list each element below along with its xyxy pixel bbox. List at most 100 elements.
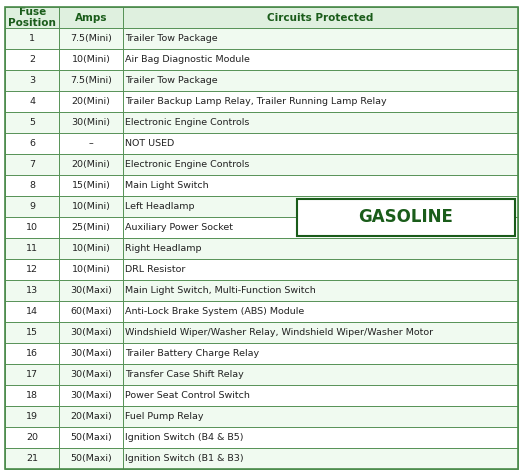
Text: Trailer Tow Package: Trailer Tow Package xyxy=(125,34,218,43)
Text: 20(Maxi): 20(Maxi) xyxy=(70,412,112,421)
Bar xyxy=(123,259,518,280)
Bar xyxy=(123,343,518,364)
Bar xyxy=(123,91,518,112)
Text: Main Light Switch: Main Light Switch xyxy=(125,181,209,190)
Bar xyxy=(123,49,518,70)
Text: 12: 12 xyxy=(26,265,38,274)
Bar xyxy=(123,196,518,217)
Text: 50(Maxi): 50(Maxi) xyxy=(70,454,112,463)
Bar xyxy=(123,364,518,385)
Bar xyxy=(123,175,518,196)
Bar xyxy=(123,406,518,427)
Bar xyxy=(5,280,59,301)
Text: 15(Mini): 15(Mini) xyxy=(72,181,110,190)
Bar xyxy=(5,91,59,112)
Bar xyxy=(5,112,59,133)
Bar xyxy=(59,91,123,112)
Bar xyxy=(123,301,518,322)
Bar xyxy=(59,238,123,259)
Text: 2: 2 xyxy=(29,55,35,64)
Text: 10: 10 xyxy=(26,223,38,232)
Text: 7: 7 xyxy=(29,160,35,169)
Text: 30(Maxi): 30(Maxi) xyxy=(70,349,112,358)
Text: Trailer Backup Lamp Relay, Trailer Running Lamp Relay: Trailer Backup Lamp Relay, Trailer Runni… xyxy=(125,97,387,106)
Text: Main Light Switch, Multi-Function Switch: Main Light Switch, Multi-Function Switch xyxy=(125,286,316,295)
Text: NOT USED: NOT USED xyxy=(125,139,175,148)
Bar xyxy=(5,238,59,259)
Bar xyxy=(59,28,123,49)
Text: 20(Mini): 20(Mini) xyxy=(72,97,110,106)
Text: Right Headlamp: Right Headlamp xyxy=(125,244,202,253)
Bar xyxy=(5,427,59,448)
Bar xyxy=(59,364,123,385)
Bar xyxy=(59,133,123,154)
Bar xyxy=(5,301,59,322)
Text: 8: 8 xyxy=(29,181,35,190)
Bar xyxy=(5,28,59,49)
Bar xyxy=(123,280,518,301)
Bar xyxy=(123,7,518,28)
Text: 10(Mini): 10(Mini) xyxy=(72,265,110,274)
Bar xyxy=(123,448,518,469)
Bar xyxy=(5,343,59,364)
Text: Circuits Protected: Circuits Protected xyxy=(267,13,373,23)
Text: 6: 6 xyxy=(29,139,35,148)
Text: 30(Mini): 30(Mini) xyxy=(72,118,110,127)
Bar xyxy=(5,448,59,469)
Text: 7.5(Mini): 7.5(Mini) xyxy=(70,76,112,85)
Text: 14: 14 xyxy=(26,307,38,316)
Text: 10(Mini): 10(Mini) xyxy=(72,244,110,253)
Bar xyxy=(5,385,59,406)
Text: 13: 13 xyxy=(26,286,38,295)
Text: 16: 16 xyxy=(26,349,38,358)
Bar xyxy=(5,154,59,175)
Bar xyxy=(123,154,518,175)
Bar xyxy=(5,322,59,343)
Bar xyxy=(5,133,59,154)
Text: 25(Mini): 25(Mini) xyxy=(72,223,110,232)
Bar xyxy=(59,301,123,322)
Bar xyxy=(5,259,59,280)
Text: DRL Resistor: DRL Resistor xyxy=(125,265,186,274)
Text: 19: 19 xyxy=(26,412,38,421)
Bar xyxy=(59,175,123,196)
Text: 10(Mini): 10(Mini) xyxy=(72,202,110,211)
Bar xyxy=(59,322,123,343)
Bar xyxy=(59,280,123,301)
Bar xyxy=(59,217,123,238)
Text: Ignition Switch (B4 & B5): Ignition Switch (B4 & B5) xyxy=(125,433,244,442)
Bar xyxy=(123,385,518,406)
Text: Trailer Battery Charge Relay: Trailer Battery Charge Relay xyxy=(125,349,259,358)
Bar xyxy=(59,427,123,448)
Text: Fuel Pump Relay: Fuel Pump Relay xyxy=(125,412,203,421)
Bar xyxy=(5,406,59,427)
Bar xyxy=(59,385,123,406)
Text: 17: 17 xyxy=(26,370,38,379)
Text: 11: 11 xyxy=(26,244,38,253)
Bar xyxy=(123,112,518,133)
Text: 5: 5 xyxy=(29,118,35,127)
Text: Amps: Amps xyxy=(75,13,107,23)
Text: Fuse
Position: Fuse Position xyxy=(8,7,56,28)
Bar xyxy=(59,154,123,175)
Bar xyxy=(5,7,59,28)
Bar xyxy=(59,406,123,427)
Text: 1: 1 xyxy=(29,34,35,43)
Text: 4: 4 xyxy=(29,97,35,106)
Bar xyxy=(5,49,59,70)
Text: 9: 9 xyxy=(29,202,35,211)
Text: 30(Maxi): 30(Maxi) xyxy=(70,328,112,337)
Text: Electronic Engine Controls: Electronic Engine Controls xyxy=(125,160,249,169)
Text: Electronic Engine Controls: Electronic Engine Controls xyxy=(125,118,249,127)
Bar xyxy=(59,7,123,28)
Text: 10(Mini): 10(Mini) xyxy=(72,55,110,64)
Text: 18: 18 xyxy=(26,391,38,400)
Bar xyxy=(5,364,59,385)
Text: –: – xyxy=(89,139,94,148)
Text: Auxiliary Power Socket: Auxiliary Power Socket xyxy=(125,223,233,232)
Bar xyxy=(123,133,518,154)
Bar xyxy=(5,175,59,196)
Bar xyxy=(123,28,518,49)
Text: 15: 15 xyxy=(26,328,38,337)
Text: 30(Maxi): 30(Maxi) xyxy=(70,391,112,400)
